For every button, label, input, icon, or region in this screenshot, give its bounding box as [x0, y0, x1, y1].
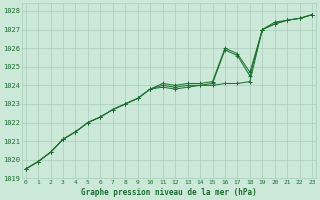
X-axis label: Graphe pression niveau de la mer (hPa): Graphe pression niveau de la mer (hPa) — [81, 188, 257, 197]
